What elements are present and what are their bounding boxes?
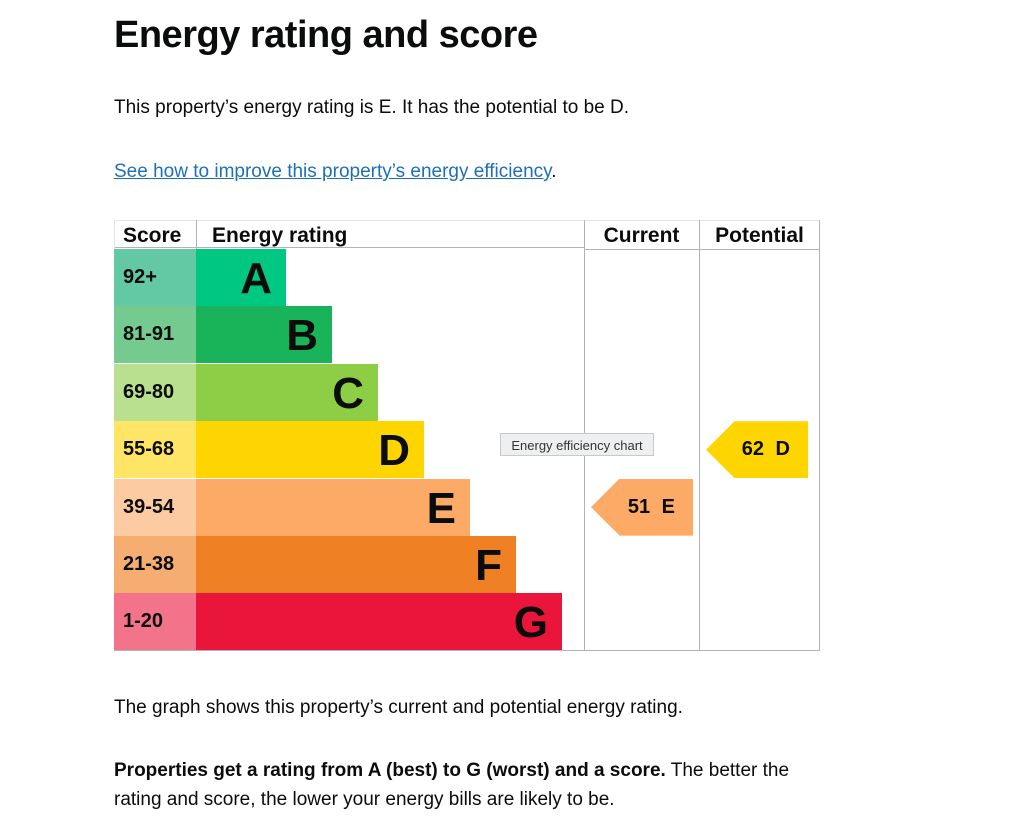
link-suffix: . [551, 161, 557, 182]
rating-bar-f: F [196, 536, 516, 593]
header-energy-rating: Energy rating [196, 220, 584, 248]
score-band-a: 92+ [114, 249, 196, 306]
divider [699, 220, 700, 651]
divider [114, 650, 820, 651]
header-current: Current [584, 220, 699, 250]
score-band-e: 39-54 [114, 478, 196, 536]
header-potential: Potential [699, 220, 820, 250]
score-band-c: 69-80 [114, 363, 196, 421]
chart-caption: The graph shows this property’s current … [114, 697, 683, 718]
rating-note: Properties get a rating from A (best) to… [114, 756, 834, 814]
rating-note-bold: Properties get a rating from A (best) to… [114, 760, 666, 781]
rating-bar-e: E [196, 478, 470, 536]
rating-bar-d: D [196, 421, 424, 479]
score-band-b: 81-91 [114, 306, 196, 364]
energy-efficiency-chart: Score Energy rating Current Potential 92… [114, 220, 820, 651]
rating-bar-a: A [196, 249, 286, 306]
score-band-g: 1-20 [114, 593, 196, 651]
divider [819, 220, 820, 651]
current-rating-arrow: 51 E [591, 478, 693, 536]
score-band-d: 55-68 [114, 421, 196, 479]
improve-link[interactable]: See how to improve this property’s energ… [114, 161, 552, 182]
page-title: Energy rating and score [114, 14, 538, 56]
improve-paragraph: See how to improve this property’s energ… [114, 157, 557, 186]
header-score: Score [114, 220, 196, 248]
rating-note-rest: The better the rating and score, the low… [114, 760, 790, 810]
potential-rating-arrow: 62 D [706, 421, 808, 479]
rating-bar-g: G [196, 593, 562, 651]
tooltip: Energy efficiency chart [500, 433, 654, 456]
score-band-f: 21-38 [114, 536, 196, 593]
rating-bar-c: C [196, 363, 378, 421]
divider [196, 220, 197, 249]
rating-bar-b: B [196, 306, 332, 364]
intro-text: This property’s energy rating is E. It h… [114, 97, 630, 118]
